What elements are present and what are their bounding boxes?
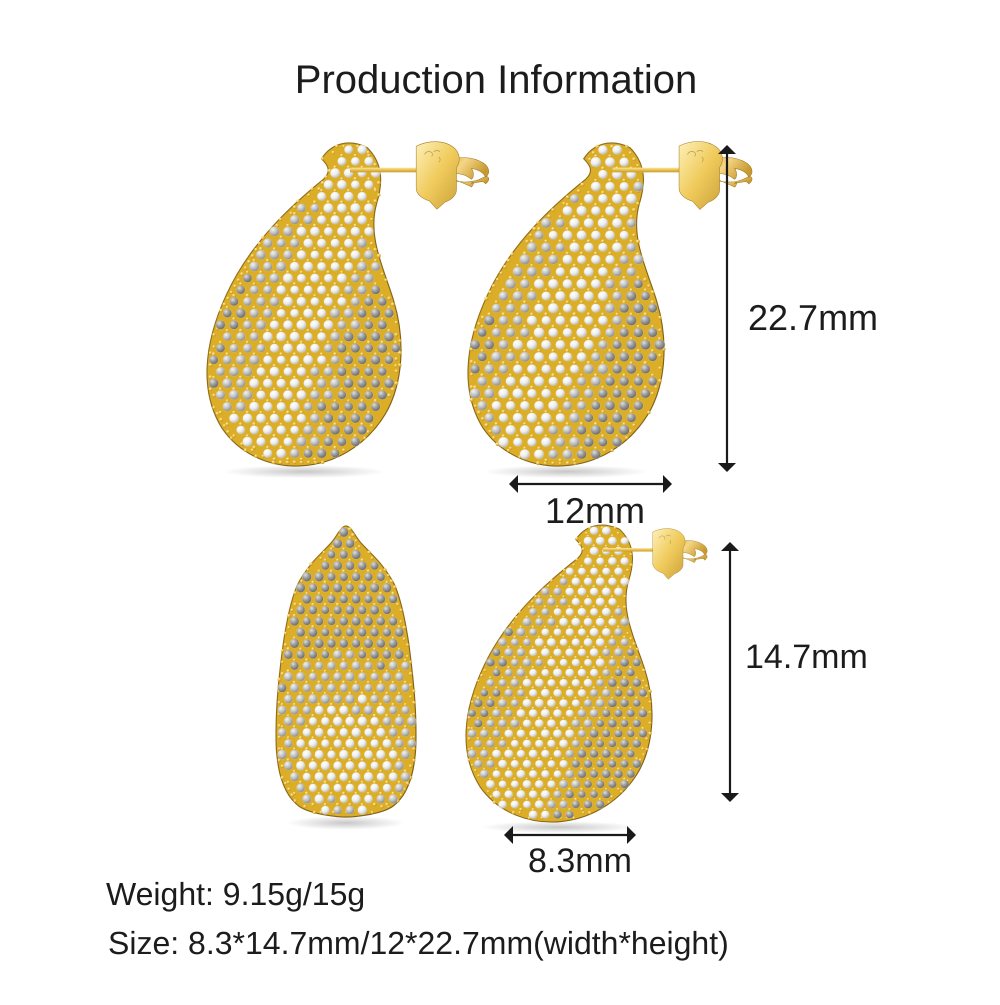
svg-text:12mm: 12mm	[545, 490, 645, 531]
svg-text:14.7mm: 14.7mm	[745, 638, 868, 676]
svg-text:Size: 8.3*14.7mm/12*22.7mm(wi: Size: 8.3*14.7mm/12*22.7mm(width*height)	[108, 925, 729, 961]
svg-text:Production Information: Production Information	[295, 58, 697, 102]
svg-text:22.7mm: 22.7mm	[748, 297, 878, 338]
svg-text:Weight: 9.15g/15g: Weight: 9.15g/15g	[106, 876, 365, 912]
svg-text:8.3mm: 8.3mm	[528, 842, 632, 880]
